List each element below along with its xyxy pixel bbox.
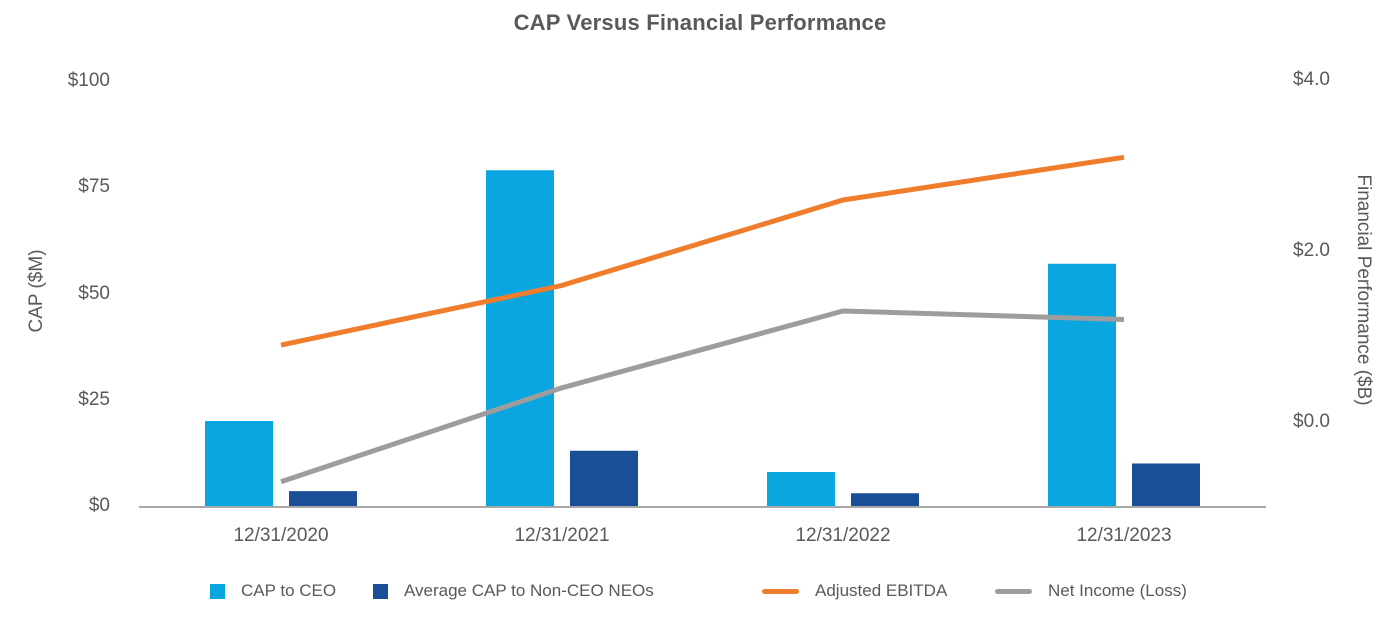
legend-item-net-income: Net Income (Loss) [995, 581, 1187, 600]
bar-avg-cap-non-ceo-2 [851, 493, 919, 506]
x-axis-category-label: 12/31/2022 [795, 525, 891, 546]
bar-avg-cap-non-ceo-0 [289, 491, 357, 506]
legend-label-avg-cap-non-ceo: Average CAP to Non-CEO NEOs [404, 581, 654, 600]
right-axis-tick-label: $4.0 [1293, 69, 1330, 90]
bar-cap-to-ceo-3 [1048, 263, 1116, 506]
left-axis-tick-label: $0 [88, 495, 110, 516]
legend-item-cap-to-ceo: CAP to CEO [210, 581, 337, 600]
legend-label-adjusted-ebitda: Adjusted EBITDA [815, 581, 948, 600]
adjusted-ebitda-swatch [762, 588, 799, 594]
bar-cap-to-ceo-0 [205, 421, 273, 506]
legend-item-adjusted-ebitda: Adjusted EBITDA [762, 581, 948, 600]
x-axis-category-label: 12/31/2020 [233, 525, 329, 546]
left-axis-tick-label: $50 [78, 283, 110, 304]
lines-layer [280, 154, 1125, 485]
bar-cap-to-ceo-2 [767, 472, 835, 506]
net-income-swatch [995, 588, 1032, 594]
left-axis-tick-label: $75 [78, 176, 110, 197]
legend: CAP to CEO Average CAP to Non-CEO NEOs A… [0, 581, 1400, 602]
left-axis-tick-label: $25 [78, 389, 110, 410]
bars-layer [205, 170, 1200, 506]
bar-avg-cap-non-ceo-1 [570, 450, 638, 506]
bar-avg-cap-non-ceo-3 [1132, 463, 1200, 506]
chart-title: CAP Versus Financial Performance [513, 10, 887, 35]
cap-to-ceo-swatch [210, 583, 225, 599]
x-axis-category-label: 12/31/2023 [1076, 525, 1172, 546]
x-axis-category-label: 12/31/2021 [514, 525, 610, 546]
legend-item-avg-cap-non-ceo: Average CAP to Non-CEO NEOs [373, 581, 654, 600]
avg-cap-non-ceo-swatch [373, 583, 388, 599]
line-adjusted-ebitda [280, 154, 1125, 348]
bar-cap-to-ceo-1 [486, 170, 554, 506]
right-axis-tick-label: $0.0 [1293, 411, 1330, 432]
left-axis-tick-label: $100 [67, 70, 110, 91]
right-axis-tick-label: $2.0 [1293, 240, 1330, 261]
legend-label-net-income: Net Income (Loss) [1048, 581, 1187, 600]
line-net-income [280, 308, 1125, 485]
legend-label-cap-to-ceo: CAP to CEO [241, 581, 337, 600]
